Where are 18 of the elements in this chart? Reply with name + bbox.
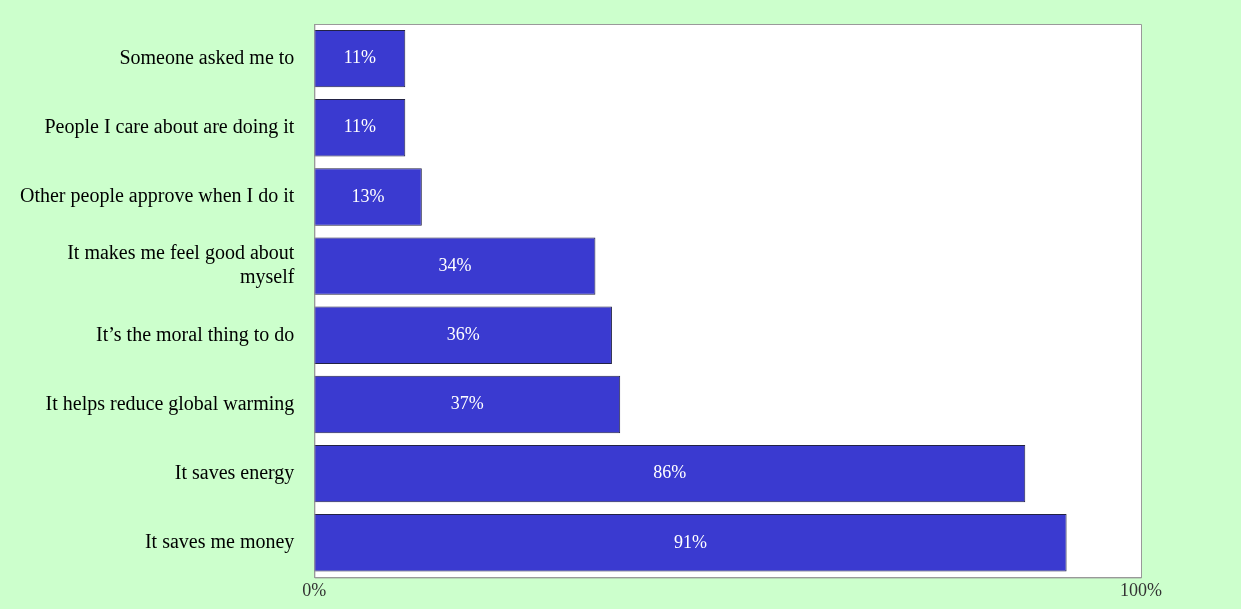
- y-tick-label: It saves me money: [144, 530, 295, 554]
- data-label: 11%: [343, 116, 376, 137]
- data-label: 11%: [343, 47, 376, 68]
- x-tick-label: 100%: [1120, 579, 1162, 600]
- y-tick-label: It’s the moral thing to do: [96, 322, 295, 346]
- y-tick-label: People I care about are doing it: [44, 115, 295, 139]
- y-tick-label: It helps reduce global warming: [45, 391, 295, 415]
- y-tick-label: It makes me feel good about myself: [67, 241, 295, 289]
- data-label: 86%: [653, 462, 687, 483]
- data-label: 13%: [351, 185, 385, 206]
- y-tick-label: Someone asked me to: [119, 45, 295, 68]
- data-label: 36%: [446, 324, 480, 345]
- data-label: 91%: [673, 531, 707, 552]
- data-label: 37%: [450, 393, 484, 414]
- y-tick-label: It saves energy: [174, 460, 295, 484]
- y-tick-label: Other people approve when I do it: [20, 184, 295, 208]
- x-tick-label: 0%: [302, 579, 327, 600]
- data-label: 34%: [438, 254, 472, 275]
